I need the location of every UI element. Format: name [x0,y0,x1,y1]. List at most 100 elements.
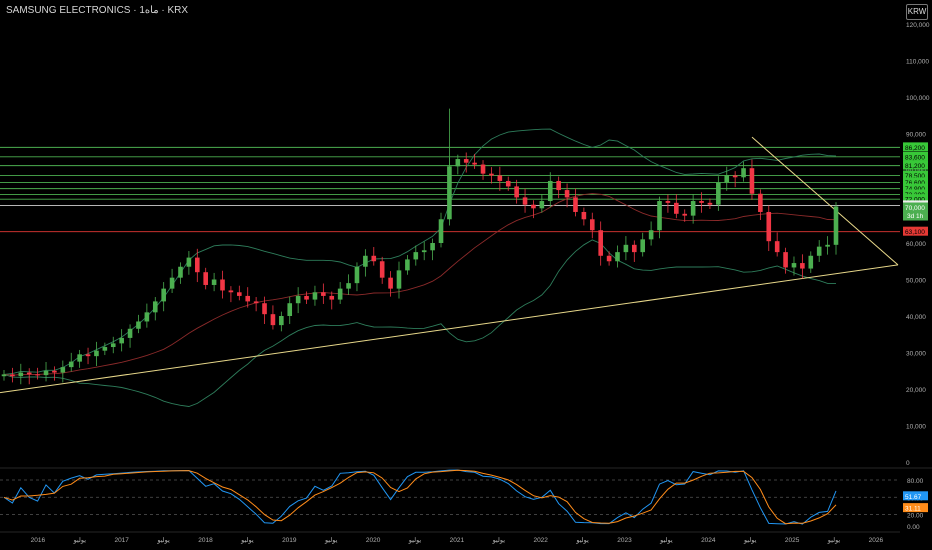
candle-body [136,321,141,329]
candle-body [556,180,561,191]
bollinger-upper [3,128,837,375]
candle-body [354,266,360,284]
candle-body [270,314,276,326]
candle-body [421,250,427,253]
time-tick-label: 2025 [785,537,800,544]
level-label: 86,200 [905,145,925,152]
candle-body [463,159,469,163]
candle-body [413,252,419,260]
candle-body [68,361,74,368]
time-tick-label: 2018 [198,537,213,544]
candle-body [581,211,587,220]
candle-body [564,190,570,198]
candle-body [52,370,57,373]
candle-body [741,168,746,178]
candle-body [253,301,259,304]
candle-body [279,316,284,326]
candle-body [732,175,738,178]
candle-body [178,266,183,278]
candle-body [10,374,15,377]
time-tick-label: یولیو [827,536,841,544]
candlestick-series [1,108,839,385]
bollinger-lower [3,239,836,407]
time-tick-label: یولیو [240,536,254,544]
level-label: 63,100 [905,229,925,236]
stoch-k-badge [903,491,928,501]
candle-body [640,239,646,253]
candle-body [682,213,688,216]
candle-body [18,372,24,377]
price-tick-label: 0 [906,460,910,467]
descending-trendline [751,136,899,266]
candle-body [312,292,318,300]
candle-body [657,201,662,231]
candle-body [699,201,704,203]
candle-body [26,372,32,375]
bollinger-bands [3,128,837,407]
price-tick-label: 120,000 [906,22,930,29]
candle-body [539,201,545,209]
currency-button[interactable]: KRW [906,4,928,20]
price-axis[interactable]: 120,000110,000100,00090,00080,00070,0006… [906,22,930,467]
candle-body [522,197,528,205]
candle-body [363,255,368,267]
level-label-bg [903,183,928,193]
candle-body [455,159,461,167]
price-tick-label: 60,000 [906,241,926,248]
time-tick-label: 2020 [366,537,381,544]
level-label: 76,600 [905,180,925,187]
candle-body [110,343,116,348]
candle-body [547,180,553,202]
stoch-tick-label: 20.00 [907,513,924,520]
price-tick-label: 50,000 [906,278,926,285]
candle-body [346,283,351,289]
time-tick-label: یولیو [743,536,757,544]
candle-body [800,263,805,269]
candle-body [262,303,267,315]
candle-body [472,162,477,165]
candle-body [758,193,763,212]
candle-body [388,277,393,289]
price-tick-label: 110,000 [906,59,929,66]
time-axis[interactable]: یو2016یولیو2017یولیو2018یولیو2019یولیو20… [0,531,900,544]
stoch-tick-label: 80.00 [907,478,924,485]
candle-body [505,180,511,187]
level-label: 72,000 [905,197,925,204]
level-label: 83,600 [905,154,925,161]
level-label-bg [903,226,928,236]
time-tick-label: 2016 [31,537,46,544]
last-price-label: 70,000 [905,205,925,212]
stoch-tick-label: 0.00 [907,524,920,531]
candle-body [665,201,671,203]
candle-body [228,290,234,293]
level-label-bg [903,189,928,199]
candle-body [825,244,830,247]
time-tick-label: یولیو [575,536,589,544]
candle-body [321,292,326,296]
time-tick-label: 2023 [617,537,632,544]
candle-body [833,206,839,245]
candle-body [774,241,780,253]
time-tick-label: یولیو [156,536,170,544]
candle-body [489,173,494,176]
candle-body [606,255,612,262]
candle-body [716,182,721,205]
candle-body [749,168,755,194]
candle-body [514,186,519,198]
candle-body [379,261,385,278]
candle-body [237,292,242,296]
stoch-d-line [3,469,837,525]
trend-lines [0,136,899,394]
candle-body [573,197,578,212]
candle-body [127,328,133,338]
candle-body [615,252,620,262]
candle-body [161,288,166,302]
candle-body [808,255,814,269]
candle-body [337,288,343,300]
level-label: 81,200 [905,163,925,170]
candle-body [497,175,503,181]
time-tick-label: یولیو [659,536,673,544]
price-tick-label: 90,000 [906,132,926,139]
